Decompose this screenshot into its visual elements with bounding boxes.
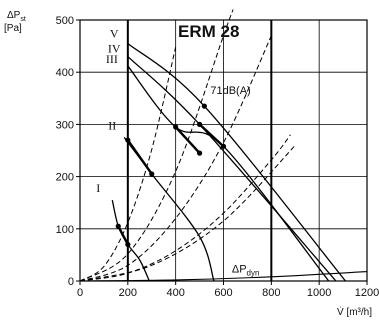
operating-point xyxy=(196,121,203,127)
dyn-pressure-label-main: ΔP xyxy=(232,264,247,276)
fan-curve-label-iii: III xyxy=(106,52,118,66)
operating-point xyxy=(149,171,155,177)
working-range-segment xyxy=(198,123,225,148)
dyn-pressure-label-sub: dyn xyxy=(247,269,260,278)
dyn-pressure-label: ΔPdyn xyxy=(232,264,260,278)
y-tick-label: 500 xyxy=(56,15,74,27)
y-tick-label: 100 xyxy=(56,224,74,236)
fan-curve-label-i: I xyxy=(96,181,100,195)
system-curve-dashed xyxy=(79,134,291,282)
x-tick-label: 800 xyxy=(262,287,280,299)
x-tick-label: 1000 xyxy=(307,287,331,299)
x-tick-label: 600 xyxy=(214,287,232,299)
fan-curve-label-v: V xyxy=(110,26,119,40)
operating-point xyxy=(220,143,227,149)
operating-point xyxy=(125,241,131,248)
grid xyxy=(80,20,367,281)
x-axis-label: V̇ [m³/h] xyxy=(337,305,372,318)
x-tick-label: 1200 xyxy=(355,287,379,299)
fan-curve-i xyxy=(111,199,150,282)
y-axis-unit: [Pa] xyxy=(4,23,22,34)
x-tick-label: 200 xyxy=(119,287,137,299)
system-curve-dashed xyxy=(79,144,296,282)
chart-title: ERM 28 xyxy=(178,22,239,41)
y-axis-label-main: ΔPst xyxy=(7,10,26,23)
fan-curve-iv xyxy=(127,56,337,282)
system-curve-dashed xyxy=(79,9,234,282)
operating-point xyxy=(125,137,131,143)
operating-point xyxy=(201,103,207,109)
y-tick-label: 400 xyxy=(56,67,74,79)
y-tick-label: 300 xyxy=(56,119,74,131)
system-curve-dashed xyxy=(79,47,177,282)
y-axis-label-subscript: st xyxy=(20,16,26,23)
operating-point xyxy=(115,223,121,229)
system-curve-dashed xyxy=(79,35,272,282)
working-range-segment xyxy=(117,225,129,246)
operating-points xyxy=(115,103,227,248)
working-range-segment xyxy=(174,126,201,154)
operating-point xyxy=(173,124,179,130)
fan-curve-v xyxy=(127,42,346,282)
x-tick-label: 0 xyxy=(77,287,83,299)
working-range-segment xyxy=(126,139,153,175)
fan-curve-ii xyxy=(123,137,215,282)
fan-curve-label-ii: II xyxy=(108,118,116,132)
fan-curve-iii xyxy=(127,65,330,282)
noise-level-label: 71dB(A) xyxy=(210,85,250,97)
y-tick-label: 200 xyxy=(56,172,74,184)
x-tick-label: 400 xyxy=(166,287,184,299)
fan-curve-label-iv: IV xyxy=(108,42,121,56)
y-tick-label: 0 xyxy=(68,276,74,288)
operating-point xyxy=(196,150,203,156)
axis-ticks: 0 100 200 300 400 500 0 200 400 600 800 1000 1200 xyxy=(56,15,379,299)
